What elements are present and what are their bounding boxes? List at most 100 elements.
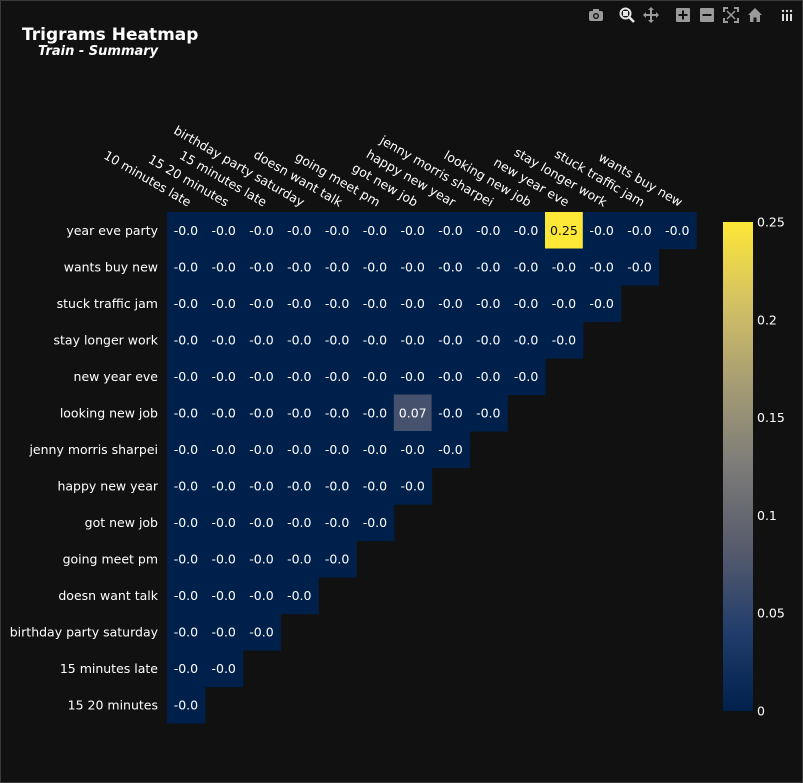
cell-value-label: -0.0	[212, 551, 236, 566]
heatmap-cell	[204, 321, 244, 359]
zoom-out-icon[interactable]	[697, 5, 717, 25]
cell-value-label: -0.0	[325, 259, 349, 274]
heatmap-cell	[620, 248, 659, 286]
cell-value-label: -0.0	[212, 478, 236, 493]
cell-value-label: -0.0	[363, 515, 387, 530]
cell-value-label: -0.0	[212, 259, 236, 274]
cell-value-label: -0.0	[665, 223, 689, 238]
heatmap-cell	[620, 212, 659, 250]
colorbar-tick-label: 0.1	[757, 508, 777, 523]
cell-value-label: -0.0	[174, 405, 198, 420]
heatmap-cell	[167, 540, 206, 578]
cell-value-label: -0.0	[476, 259, 500, 274]
cell-value-label: -0.0	[590, 296, 614, 311]
cell-value-label: -0.0	[552, 259, 576, 274]
cell-value-label: -0.0	[401, 369, 425, 384]
heatmap-cell	[393, 248, 433, 286]
cell-value-label: -0.0	[174, 588, 198, 603]
heatmap-cell	[356, 394, 395, 432]
heatmap-cell	[318, 431, 357, 469]
cell-value-label: -0.0	[249, 551, 273, 566]
chart-title: Trigrams Heatmap	[22, 25, 199, 45]
heatmap-cell	[356, 431, 395, 469]
heatmap-cell	[356, 212, 395, 250]
heatmap-cell	[280, 467, 319, 505]
heatmap-cell	[204, 577, 244, 615]
cell-value-label: -0.0	[325, 551, 349, 566]
cell-value-label: -0.0	[249, 442, 273, 457]
y-tick-label: jenny morris sharpei	[28, 442, 158, 457]
y-tick-label: new year eve	[74, 369, 159, 384]
zoom-in-icon[interactable]	[673, 5, 693, 25]
cell-value-label: 0.25	[550, 223, 578, 238]
heatmap-cell	[507, 248, 546, 286]
cell-value-label: -0.0	[590, 259, 614, 274]
cell-value-label: -0.0	[212, 515, 236, 530]
heatmap-cell	[318, 504, 357, 542]
cell-value-label: -0.0	[249, 332, 273, 347]
y-tick-label: looking new job	[60, 405, 158, 420]
heatmap-cell	[167, 431, 206, 469]
zoom-icon[interactable]	[617, 5, 637, 25]
cell-value-label: -0.0	[514, 223, 538, 238]
cell-value-label: -0.0	[514, 296, 538, 311]
cell-value-label: -0.0	[476, 405, 500, 420]
cell-value-label: -0.0	[174, 624, 198, 639]
heatmap-cell	[658, 212, 697, 250]
plotly-logo-icon[interactable]	[777, 5, 797, 25]
cell-value-label: -0.0	[438, 332, 462, 347]
cell-value-label: -0.0	[363, 405, 387, 420]
heatmap-cell	[280, 394, 319, 432]
cell-value-label: -0.0	[287, 332, 311, 347]
cell-value-label: -0.0	[438, 259, 462, 274]
heatmap-cell	[167, 321, 206, 359]
colorbar	[723, 222, 753, 711]
pan-icon[interactable]	[641, 5, 661, 25]
cell-value-label: -0.0	[476, 369, 500, 384]
cell-value-label: -0.0	[476, 296, 500, 311]
camera-icon[interactable]	[586, 5, 606, 25]
cell-value-label: -0.0	[552, 332, 576, 347]
heatmap-cell	[242, 431, 281, 469]
y-tick-label: going meet pm	[63, 551, 158, 566]
heatmap-cell	[469, 321, 508, 359]
cell-value-label: -0.0	[438, 369, 462, 384]
cell-value-label: -0.0	[174, 515, 198, 530]
heatmap-cell	[204, 394, 244, 432]
autoscale-icon[interactable]	[721, 5, 741, 25]
cell-value-label: -0.0	[249, 624, 273, 639]
heatmap-cell	[242, 285, 281, 323]
cell-value-label: -0.0	[212, 369, 236, 384]
cell-value-label: -0.0	[401, 442, 425, 457]
cell-value-label: -0.0	[325, 478, 349, 493]
cell-value-label: -0.0	[174, 259, 198, 274]
heatmap-cell	[393, 212, 433, 250]
cell-value-label: -0.0	[401, 478, 425, 493]
cell-value-label: -0.0	[401, 296, 425, 311]
reset-home-icon[interactable]	[745, 5, 765, 25]
heatmap-cell	[280, 321, 319, 359]
heatmap-cell	[582, 248, 622, 286]
y-tick-label: 15 minutes late	[60, 661, 158, 676]
heatmap-cell	[356, 467, 395, 505]
cell-value-label: -0.0	[438, 223, 462, 238]
heatmap-cell	[318, 467, 357, 505]
cell-value-label: -0.0	[325, 223, 349, 238]
heatmap-cell	[356, 285, 395, 323]
cell-value-label: -0.0	[287, 515, 311, 530]
cell-value-label: -0.0	[514, 332, 538, 347]
heatmap-cell	[582, 285, 622, 323]
heatmap-cell	[318, 248, 357, 286]
cell-value-label: -0.0	[174, 223, 198, 238]
heatmap-cell	[280, 358, 319, 396]
heatmap-cell	[204, 285, 244, 323]
heatmap-cell	[318, 358, 357, 396]
cell-value-label: -0.0	[325, 515, 349, 530]
cell-value-label: -0.0	[325, 405, 349, 420]
heatmap-cell	[356, 248, 395, 286]
cell-value-label: -0.0	[325, 332, 349, 347]
cell-value-label: -0.0	[174, 697, 198, 712]
cell-value-label: -0.0	[476, 332, 500, 347]
